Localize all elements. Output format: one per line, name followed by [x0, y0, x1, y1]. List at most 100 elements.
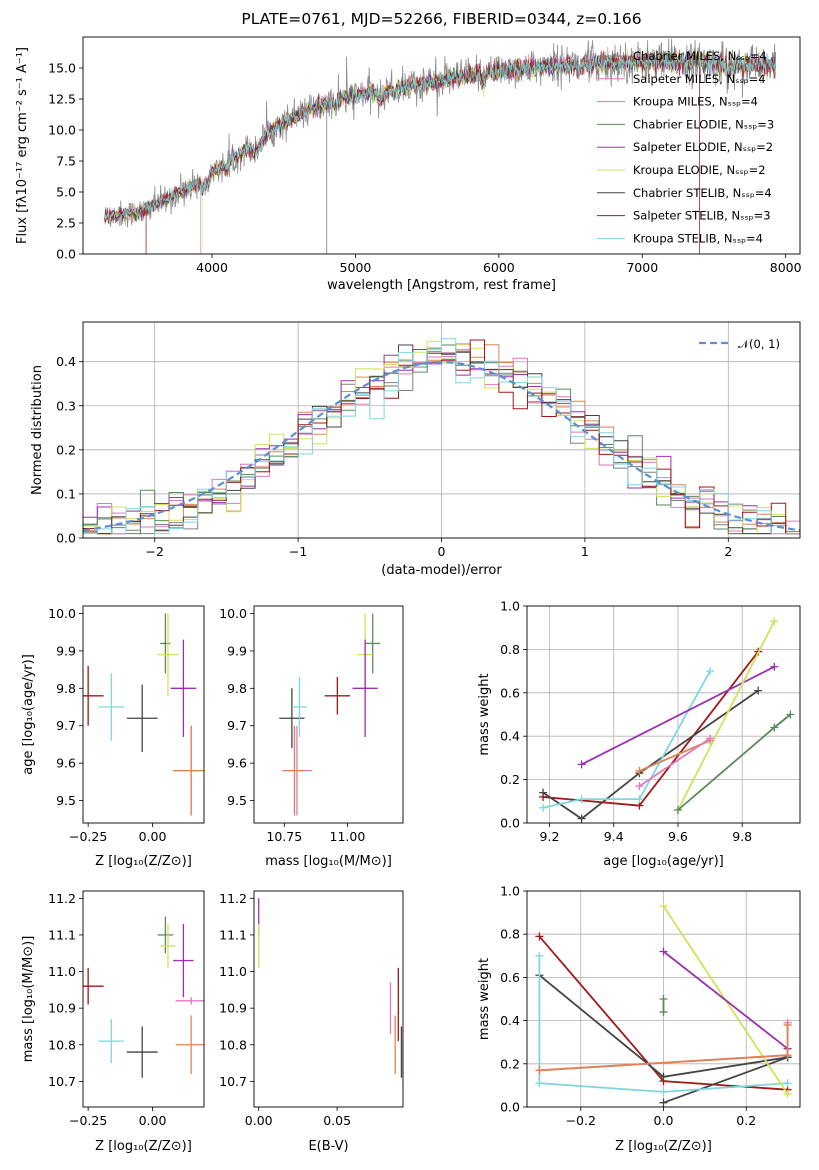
plot-area-4	[539, 617, 795, 823]
x-tick-label: −2	[145, 544, 163, 559]
mass-weight-line	[677, 620, 776, 811]
data-point	[324, 677, 350, 715]
plot-area-6	[258, 898, 403, 1082]
x-tick-label: 0	[438, 544, 446, 559]
plus-marker	[783, 1090, 792, 1099]
data-point	[170, 639, 197, 737]
mass-weight-line	[542, 670, 711, 809]
x-tick-label: 4000	[196, 260, 228, 275]
axes-frame	[82, 605, 205, 824]
y-tick-label: 9.8	[227, 681, 247, 696]
x-tick-label: 10.75	[266, 829, 302, 844]
x-tick-label: 8000	[770, 260, 802, 275]
y-tick-label: 0.0	[500, 1100, 520, 1115]
data-point	[279, 688, 305, 749]
x-tick-label: 0.00	[139, 1113, 167, 1128]
y-tick-label: 9.5	[227, 793, 247, 808]
plus-marker	[539, 803, 548, 812]
plus-marker	[754, 686, 763, 695]
legend: Chabrier MILES, Nₛₛₚ=4 Salpeter MILES, Nₛ…	[597, 49, 774, 245]
plus-marker	[659, 995, 668, 1003]
y-tick-label: 11.1	[48, 927, 76, 942]
y-tick-label: 10.7	[48, 1074, 76, 1089]
y-tick-label: 7.5	[56, 154, 76, 169]
data-point	[98, 1019, 125, 1064]
x-axis-label: (data-model)/error	[381, 563, 502, 578]
spectrum-line	[104, 49, 776, 225]
plus-marker	[770, 662, 779, 671]
plus-marker	[577, 760, 586, 769]
x-tick-label: 9.6	[668, 829, 688, 844]
data-point	[83, 665, 104, 726]
y-tick-label: 5.0	[56, 185, 76, 200]
axes-1: −2 −1 0 1 2 0.0 0.1 0.2 0.3 0.4 (data-model)/error…	[30, 321, 801, 578]
mass-weight-line	[677, 713, 791, 811]
x-axis-label: Z [log₁₀(Z/Z⊙)]	[95, 854, 192, 869]
data-point	[160, 923, 176, 968]
y-tick-label: 0.6	[500, 685, 520, 700]
axes-3: 10.75 11.00 9.5 9.6 9.7 9.8 9.9 10.0 mass [log₁₀…	[219, 605, 404, 869]
y-tick-label: 9.9	[227, 643, 247, 658]
y-tick-label: 11.0	[48, 964, 76, 979]
x-tick-label: −0.25	[69, 829, 107, 844]
plus-marker	[535, 1079, 544, 1088]
plus-marker	[535, 1066, 544, 1075]
y-tick-label: 10.9	[48, 1001, 76, 1016]
axes-7: −0.2 0.0 0.2 0.0 0.2 0.4 0.6 0.8 1.0 Z [log₁₀(Z/Z…	[477, 884, 801, 1154]
data-point	[291, 677, 308, 737]
legend-entry: Chabrier ELODIE, Nₛₛₚ=3	[633, 117, 774, 131]
x-tick-label: 0.05	[323, 1113, 351, 1128]
y-tick-label: 10.0	[219, 606, 247, 621]
y-tick-label: 9.7	[56, 718, 76, 733]
y-tick-label: 10.0	[48, 123, 76, 138]
chart-title: PLATE=0761, MJD=52266, FIBERID=0344, z=0…	[241, 10, 641, 28]
y-tick-label: 0.0	[500, 816, 520, 831]
plot-area-7	[535, 902, 792, 1107]
plus-marker	[535, 932, 544, 941]
plus-marker	[786, 710, 795, 719]
axes-frame	[82, 36, 801, 255]
axes-4: 9.2 9.4 9.6 9.8 0.0 0.2 0.4 0.6 0.8 1.0 age [log₁₀…	[477, 599, 801, 869]
legend-entry: Kroupa MILES, Nₛₛₚ=4	[633, 95, 758, 109]
x-tick-label: −0.25	[69, 1113, 107, 1128]
x-tick-label: 0.2	[736, 1113, 756, 1128]
y-tick-label: 1.0	[500, 884, 520, 899]
data-point	[365, 613, 381, 674]
data-point	[175, 997, 204, 1005]
legend-entry: Chabrier MILES, Nₛₛₚ=4	[633, 49, 767, 63]
data-point	[157, 916, 174, 954]
axes-5: −0.25 0.00 10.7 10.8 10.9 11.0 11.1 11.2 Z [log₁…	[21, 890, 205, 1154]
mass-weight-line	[663, 1056, 788, 1104]
x-tick-label: −0.2	[566, 1113, 596, 1128]
axes-frame	[526, 605, 801, 824]
x-tick-label: 7000	[626, 260, 658, 275]
plus-marker	[659, 1087, 668, 1096]
y-tick-label: 0.4	[500, 1013, 520, 1028]
y-tick-label: 1.0	[500, 599, 520, 614]
y-tick-label: 9.8	[56, 681, 76, 696]
x-axis-label: wavelength [Angstrom, rest frame]	[327, 278, 556, 293]
axes-6: 0.00 0.05 10.7 10.8 10.9 11.0 11.1 11.2 E(B-V)	[219, 890, 404, 1154]
axes-frame	[253, 890, 404, 1108]
y-tick-label: 10.8	[219, 1037, 247, 1052]
axes-0: 4000 5000 6000 7000 8000 0.0 2.5 5.0 7.5 10.0 12.5…	[15, 10, 802, 293]
legend-entry: 𝒩(0, 1)	[738, 337, 780, 351]
legend-entry: Chabrier STELIB, Nₛₛₚ=4	[633, 186, 772, 200]
y-tick-label: 0.0	[56, 531, 76, 546]
mass-weight-line	[538, 955, 788, 1093]
x-tick-label: −1	[289, 544, 307, 559]
y-tick-label: 0.8	[500, 927, 520, 942]
x-tick-label: 9.4	[604, 829, 624, 844]
y-axis-label: mass [log₁₀(M/M⊙)]	[21, 936, 36, 1063]
plus-marker	[770, 617, 779, 626]
axes-frame	[253, 605, 404, 824]
data-point	[175, 1015, 204, 1075]
plot-area-1	[83, 338, 800, 535]
plus-marker	[659, 902, 668, 911]
plus-marker	[635, 782, 644, 791]
axes-frame	[526, 890, 801, 1108]
legend-entry: Salpeter ELODIE, Nₛₛₚ=2	[633, 140, 773, 154]
y-tick-label: 0.4	[56, 354, 76, 369]
data-point	[160, 613, 171, 674]
y-tick-label: 11.0	[219, 964, 247, 979]
